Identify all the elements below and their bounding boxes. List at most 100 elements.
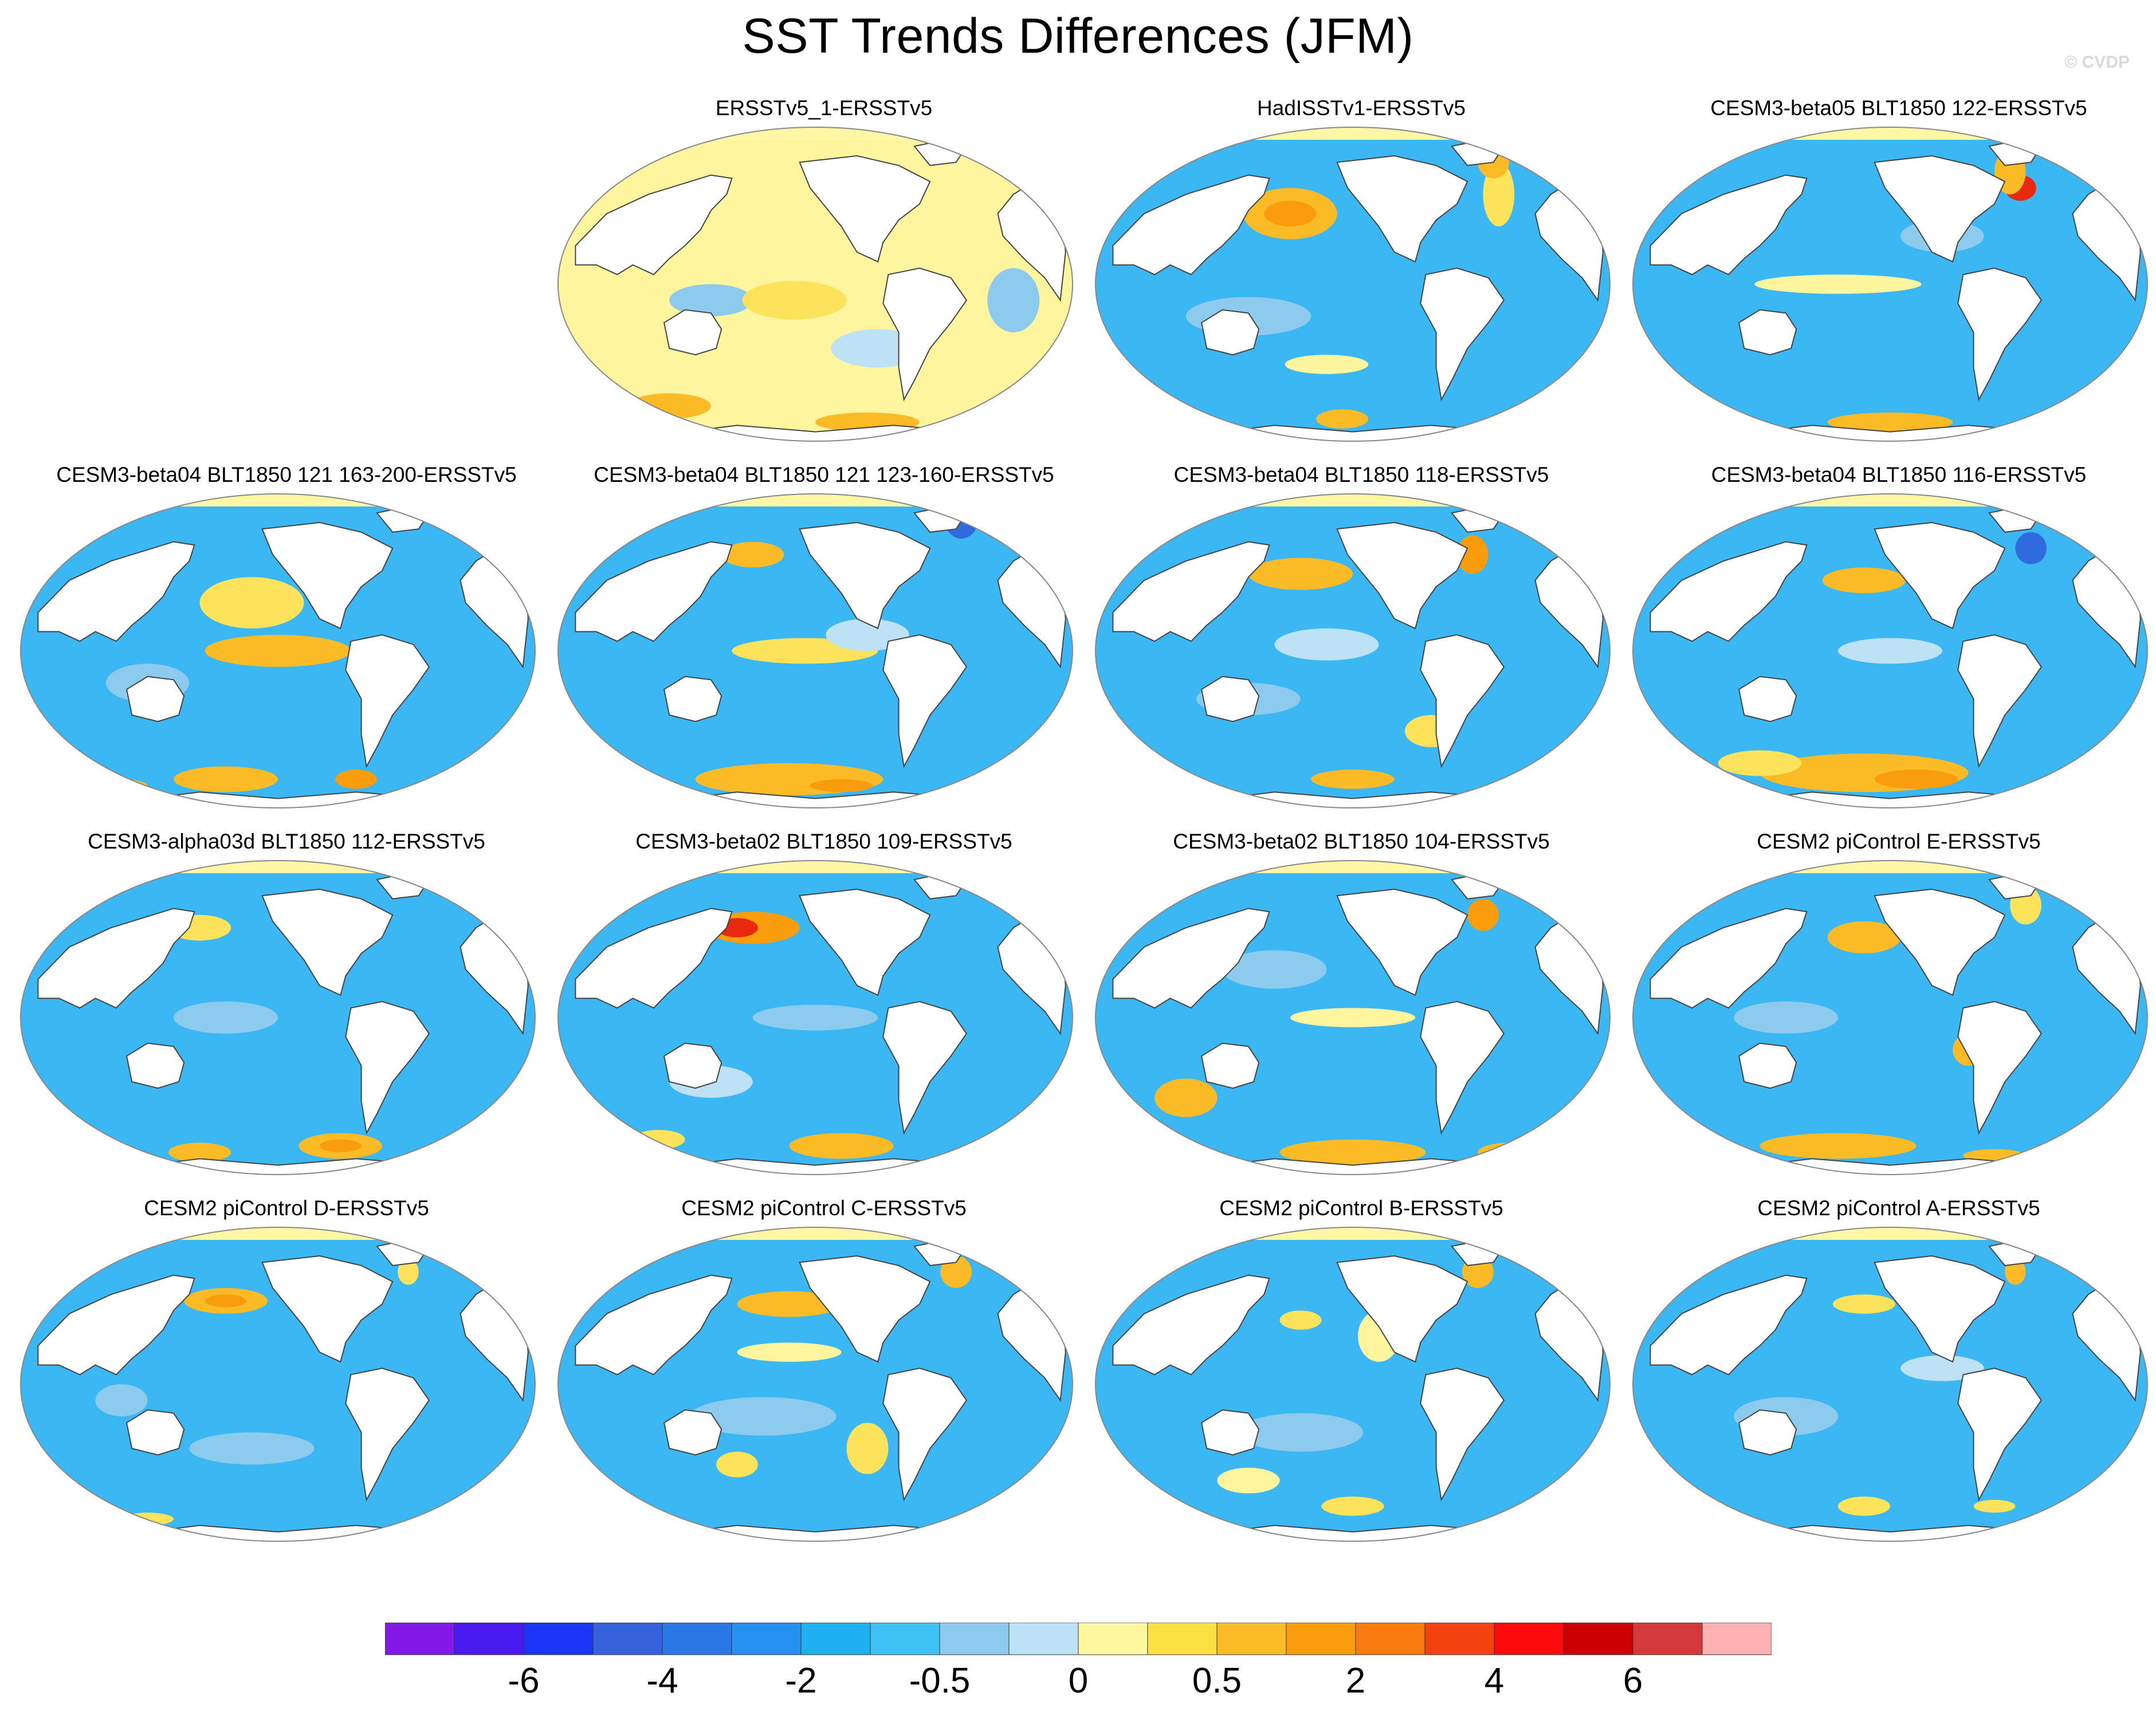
- anomaly-patch: [1274, 628, 1379, 661]
- panel-title: CESM3-beta04 BLT1850 118-ERSSTv5: [1173, 463, 1549, 486]
- continent-asia: [37, 1274, 195, 1376]
- anomaly-patch: [789, 1133, 894, 1159]
- continent-australia: [125, 1042, 185, 1089]
- panel-title: CESM3-beta04 BLT1850 121 163-200-ERSSTv5: [56, 463, 517, 486]
- arctic-region: [1095, 861, 1610, 873]
- map-panel: CESM3-beta04 BLT1850 121 163-200-ERSSTv5: [17, 463, 556, 830]
- colorbar-swatch: [1563, 1623, 1633, 1655]
- continent-australia: [1200, 309, 1260, 356]
- panel-title: ERSSTv5_1-ERSSTv5: [715, 96, 933, 120]
- map-panel: CESM2 piControl A-ERSSTv5: [1629, 1196, 2156, 1563]
- continent-namerica: [1336, 155, 1468, 263]
- world-map: [1095, 127, 1611, 442]
- arctic-region: [21, 494, 535, 506]
- map-panel: CESM3-beta05 BLT1850 122-ERSSTv5: [1629, 96, 2156, 463]
- continent-asia: [1112, 541, 1270, 642]
- arctic-region: [1633, 494, 2147, 506]
- anomaly-patch: [987, 268, 1040, 332]
- continent-samerica: [1957, 634, 2043, 768]
- map-outline: [20, 1227, 536, 1542]
- arctic-region: [1095, 1227, 1610, 1240]
- anomaly-patch: [1279, 1139, 1426, 1165]
- arctic-region: [558, 1227, 1073, 1240]
- continent-namerica: [261, 1255, 394, 1363]
- continent-asia: [1112, 174, 1270, 276]
- arctic-region: [558, 127, 1073, 140]
- arctic-region: [21, 861, 535, 873]
- anomaly-patch: [1285, 355, 1369, 374]
- world-map: [20, 860, 536, 1175]
- colorbar-swatch: [939, 1623, 1010, 1655]
- anomaly-patch: [1222, 950, 1327, 989]
- colorbar-swatch: [592, 1623, 663, 1655]
- anomaly-patch: [627, 393, 711, 419]
- continent-namerica: [799, 888, 931, 996]
- continent-namerica: [261, 521, 394, 630]
- continent-australia: [1200, 676, 1260, 723]
- map-outline: [1632, 493, 2148, 808]
- anomaly-patch: [1874, 769, 1958, 789]
- map-outline: [1632, 127, 2148, 442]
- continent-namerica: [1874, 521, 2006, 630]
- anomaly-patch: [1718, 750, 1802, 776]
- anomaly-patch: [1478, 1142, 1541, 1162]
- anomaly-patch: [1838, 1497, 1890, 1516]
- colorbar-swatch: [1078, 1623, 1148, 1655]
- figure-title: SST Trends Differences (JFM): [742, 9, 1414, 64]
- map-outline: [20, 860, 536, 1175]
- anomaly-patch: [721, 541, 784, 568]
- continent-australia: [1738, 1409, 1797, 1456]
- anomaly-patch: [690, 1397, 837, 1436]
- continent-asia: [1650, 174, 1808, 276]
- panel-title: CESM2 piControl E-ERSSTv5: [1757, 830, 2041, 853]
- anomaly-patch: [168, 1142, 231, 1162]
- continent-samerica: [1420, 267, 1505, 402]
- arctic-region: [1095, 127, 1610, 140]
- continent-samerica: [882, 634, 968, 768]
- continent-australia: [125, 676, 185, 723]
- anomaly-patch: [1467, 898, 1499, 931]
- panel-title: CESM2 piControl B-ERSSTv5: [1219, 1196, 1503, 1220]
- continent-asia: [575, 908, 733, 1009]
- anomaly-patch: [1321, 1497, 1384, 1516]
- map-panel: CESM3-beta04 BLT1850 118-ERSSTv5: [1092, 463, 1631, 830]
- continent-namerica: [1336, 1255, 1468, 1363]
- arctic-region: [21, 1227, 535, 1240]
- map-panel: CESM2 piControl C-ERSSTv5: [555, 1196, 1093, 1563]
- continent-namerica: [1874, 1255, 2006, 1363]
- anomaly-patch: [1154, 1078, 1218, 1117]
- map-panel: CESM2 piControl B-ERSSTv5: [1092, 1196, 1631, 1563]
- anomaly-patch: [1279, 1310, 1322, 1330]
- continent-samerica: [1957, 1367, 2043, 1502]
- arctic-region: [558, 494, 1073, 506]
- anomaly-patch: [1760, 1133, 1917, 1159]
- world-map: [1095, 493, 1611, 808]
- map-outline: [1095, 1227, 1611, 1542]
- colorbar-tick-label: 0.5: [1192, 1661, 1242, 1701]
- map-outline: [1095, 493, 1611, 808]
- map-panel: CESM3-beta02 BLT1850 104-ERSSTv5: [1092, 830, 1631, 1196]
- panel-title: CESM2 piControl D-ERSSTv5: [144, 1196, 429, 1220]
- map-panel: HadISSTv1-ERSSTv5: [1092, 96, 1631, 463]
- anomaly-patch: [1832, 1294, 1896, 1314]
- map-outline: [20, 493, 536, 808]
- colorbar-swatch: [1424, 1623, 1495, 1655]
- continent-namerica: [799, 521, 931, 630]
- colorbar-swatch: [1147, 1623, 1218, 1655]
- anomaly-patch: [319, 1139, 362, 1153]
- continent-australia: [663, 309, 722, 356]
- continent-asia: [1650, 908, 1808, 1009]
- anomaly-patch: [1238, 1413, 1364, 1452]
- colorbar-swatch: [1286, 1623, 1356, 1655]
- anomaly-patch: [752, 1004, 878, 1031]
- panel-title: CESM3-beta05 BLT1850 122-ERSSTv5: [1710, 96, 2087, 120]
- continent-asia: [575, 541, 733, 642]
- map-outline: [557, 493, 1073, 808]
- arctic-region: [1633, 1227, 2147, 1240]
- arctic-region: [1095, 494, 1610, 506]
- arctic-region: [1633, 127, 2147, 140]
- colorbar-swatch: [800, 1623, 871, 1655]
- continent-samerica: [345, 1367, 430, 1502]
- continent-asia: [575, 1274, 733, 1376]
- continent-australia: [1200, 1409, 1260, 1456]
